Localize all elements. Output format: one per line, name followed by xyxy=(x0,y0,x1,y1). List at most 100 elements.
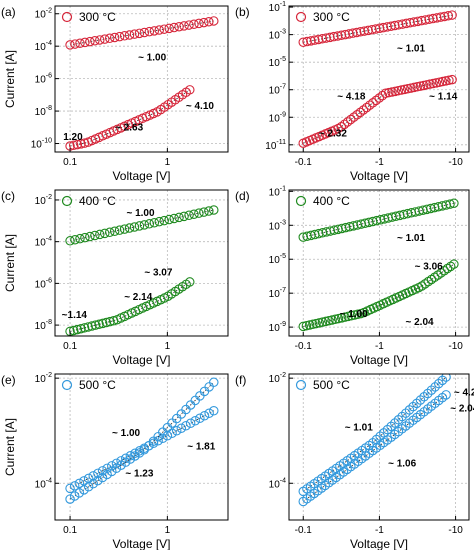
y-axis-label: Current [A] xyxy=(3,234,17,292)
data-point xyxy=(104,227,115,238)
slope-annotation: ~ 3.07 xyxy=(144,267,173,278)
data-point xyxy=(415,81,426,91)
data-point xyxy=(209,405,219,416)
data-point xyxy=(336,121,347,132)
data-point xyxy=(418,80,429,91)
data-point xyxy=(75,233,85,244)
data-point xyxy=(199,386,210,397)
slope-annotation: ~ 2.04 xyxy=(450,404,474,415)
data-point xyxy=(417,281,427,291)
data-point xyxy=(425,79,435,89)
data-point xyxy=(442,263,453,274)
data-point xyxy=(348,28,358,38)
data-point xyxy=(174,21,184,32)
legend-marker xyxy=(61,11,73,23)
legend-label: 400 °C xyxy=(313,194,350,208)
x-tick-label: -1 xyxy=(375,525,384,536)
chart-panel-5: -0.1 -1 -10 10-4 10-2 Voltage [V] (f) 500 °C ~ 4… xyxy=(235,372,474,550)
data-point xyxy=(363,25,373,36)
x-tick-label: -10 xyxy=(448,525,463,536)
legend-marker xyxy=(295,379,307,391)
data-point xyxy=(125,454,136,464)
legend-label: 500 °C xyxy=(313,378,350,392)
data-point xyxy=(420,15,431,25)
data-point xyxy=(176,409,187,419)
data-point xyxy=(184,20,194,30)
data-point xyxy=(70,234,80,245)
legend-label: 500 °C xyxy=(79,378,116,392)
data-point xyxy=(129,29,140,39)
data-point xyxy=(144,26,155,37)
chart-panel-2: 0.1 1 10-8 10-6 10-4 10-2 Voltage [V] Current [… xyxy=(1,189,229,367)
data-point xyxy=(144,219,155,229)
data-point xyxy=(409,17,419,27)
data-point xyxy=(423,276,433,287)
data-point xyxy=(432,13,442,23)
data-point xyxy=(377,90,388,101)
data-point xyxy=(102,469,112,480)
data-point xyxy=(355,107,366,118)
legend-marker xyxy=(295,195,307,207)
data-point xyxy=(358,105,369,115)
data-point xyxy=(79,476,89,486)
data-point xyxy=(167,418,177,428)
legend-label: 300 °C xyxy=(313,10,350,24)
data-point xyxy=(390,20,400,31)
data-point xyxy=(74,488,85,498)
slope-annotation: ~ 1.00 xyxy=(126,208,155,219)
data-point xyxy=(441,374,451,382)
data-point xyxy=(413,16,423,27)
slope-annotation: ~ 1.81 xyxy=(187,441,216,452)
data-point xyxy=(199,207,209,217)
data-point xyxy=(185,277,195,287)
data-point xyxy=(416,15,427,26)
plot-frame xyxy=(54,189,229,337)
data-point xyxy=(83,482,94,492)
data-point xyxy=(114,225,125,235)
data-point xyxy=(390,86,400,97)
data-point xyxy=(116,460,126,470)
slope-annotation: 1.20 xyxy=(63,132,83,143)
panel-label: (d) xyxy=(235,189,250,203)
x-tick-label: -10 xyxy=(448,341,463,352)
legend-label: 300 °C xyxy=(79,10,116,24)
x-axis-label: Voltage [V] xyxy=(112,537,170,550)
x-axis-label: Voltage [V] xyxy=(350,353,408,367)
data-point xyxy=(120,457,131,467)
data-point xyxy=(428,13,438,24)
fit-line xyxy=(70,20,214,46)
data-point xyxy=(101,317,112,328)
data-point xyxy=(125,451,136,461)
slope-annotation: ~ 4.22 xyxy=(454,387,474,398)
slope-annotation: ~ 2.04 xyxy=(406,317,435,328)
y-tick-label: 10-5 xyxy=(269,56,286,69)
y-tick-label: 10-6 xyxy=(35,277,52,290)
data-point xyxy=(209,377,219,388)
data-point xyxy=(107,461,117,471)
data-point xyxy=(65,494,75,504)
data-point xyxy=(351,27,362,38)
data-point xyxy=(195,413,205,423)
x-tick-label: 0.1 xyxy=(63,157,77,168)
data-point xyxy=(139,220,150,230)
panel-label: (e) xyxy=(1,373,16,387)
data-point xyxy=(189,209,199,219)
data-point xyxy=(171,413,182,424)
data-point xyxy=(204,17,214,27)
data-point xyxy=(309,35,320,45)
y-tick-label: 10-2 xyxy=(269,372,286,385)
data-point xyxy=(325,32,335,43)
y-tick-label: 10-8 xyxy=(35,319,52,332)
data-point xyxy=(332,31,343,41)
data-point xyxy=(374,93,385,103)
data-point xyxy=(393,85,404,96)
data-point xyxy=(378,22,389,33)
legend-marker xyxy=(61,195,73,207)
data-point xyxy=(124,223,135,233)
data-point xyxy=(436,268,446,278)
y-axis-label: Current [A] xyxy=(3,50,17,108)
data-point xyxy=(85,231,95,242)
data-point xyxy=(130,451,140,461)
data-point xyxy=(431,78,442,88)
